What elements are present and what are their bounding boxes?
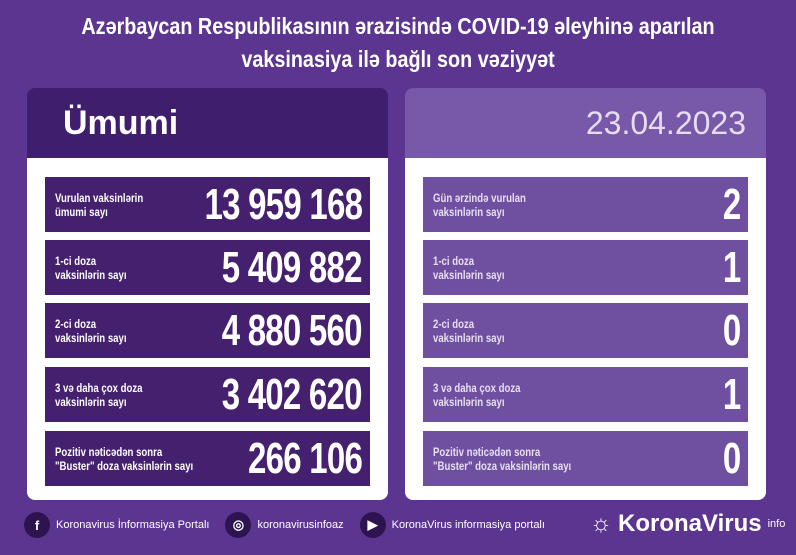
stat-label-line2: vaksinlərin sayı: [55, 330, 127, 345]
right-stat-row: 2-ci doza vaksinlərin sayı 0: [423, 303, 748, 358]
stat-label: 2-ci doza vaksinlərin sayı: [55, 317, 127, 345]
stat-label: 1-ci doza vaksinlərin sayı: [433, 254, 505, 282]
stat-value: 266 106: [247, 433, 363, 483]
stat-value: 0: [722, 305, 740, 355]
stat-value: 4 880 560: [221, 305, 363, 355]
total-header: Ümumi: [27, 88, 388, 158]
stat-label-line2: vaksinlərin sayı: [433, 394, 505, 409]
stat-label: Vurulan vaksinlərin ümumi sayı: [55, 191, 143, 219]
date-header: 23.04.2023: [405, 88, 766, 158]
brand-sup: info: [767, 518, 786, 530]
daily-panel: Gün ərzində vurulan vaksinlərin sayı 2 1-ci…: [405, 158, 766, 500]
left-stat-row: 3 və daha çox doza vaksinlərin sayı 3 402 …: [45, 367, 370, 422]
stat-value: 1: [722, 369, 740, 419]
instagram-icon[interactable]: ◎: [225, 512, 252, 538]
stat-label-line1: 3 və daha çox doza: [433, 380, 521, 395]
right-stat-row: Pozitiv nəticədən sonra "Buster" doza vak…: [423, 431, 748, 486]
stat-label-line1: 3 və daha çox doza: [55, 380, 143, 395]
left-stat-row: 2-ci doza vaksinlərin sayı 4 880 560: [45, 303, 370, 358]
stat-label: 1-ci doza vaksinlərin sayı: [55, 254, 127, 282]
stat-value: 0: [722, 433, 740, 483]
stat-label-line2: vaksinlərin sayı: [433, 267, 505, 282]
stat-value: 13 959 168: [204, 179, 362, 229]
facebook-link[interactable]: Koronavirus İnformasiya Portalı: [56, 519, 210, 531]
youtube-icon[interactable]: ▶: [359, 512, 386, 538]
stat-label: Pozitiv nəticədən sonra "Buster" doza vak…: [55, 445, 193, 473]
stat-label-line1: 2-ci doza: [433, 316, 475, 331]
right-stat-row: 1-ci doza vaksinlərin sayı 1: [423, 240, 748, 295]
stat-label-line1: 2-ci doza: [55, 316, 97, 331]
right-stat-row: 3 və daha çox doza vaksinlərin sayı 1: [423, 367, 748, 422]
stat-value: 5 409 882: [221, 242, 363, 292]
brand-logo: ☼ KoronaVirus info: [590, 510, 785, 538]
stat-label: 3 və daha çox doza vaksinlərin sayı: [433, 381, 521, 409]
left-stat-row: Vurulan vaksinlərin ümumi sayı 13 959 168: [45, 177, 370, 232]
stat-label-line1: Pozitiv nəticədən sonra: [433, 444, 541, 459]
total-panel: Vurulan vaksinlərin ümumi sayı 13 959 168 1…: [27, 158, 388, 500]
stat-label-line2: vaksinlərin sayı: [55, 394, 127, 409]
title-line-2: vaksinasiya ilə bağlı son vəziyyət: [241, 46, 555, 72]
page-title: Azərbaycan Respublikasının ərazisində CO…: [4, 10, 792, 76]
title-line-1: Azərbaycan Respublikasının ərazisində CO…: [81, 13, 715, 39]
instagram-link[interactable]: koronavirusinfoaz: [257, 519, 344, 531]
virus-icon: ☼: [590, 510, 612, 537]
footer: f Koronavirus İnformasiya Portalı ◎ koro…: [24, 512, 545, 538]
left-stat-row: 1-ci doza vaksinlərin sayı 5 409 882: [45, 240, 370, 295]
right-stat-row: Gün ərzində vurulan vaksinlərin sayı 2: [423, 177, 748, 232]
stat-value: 2: [722, 179, 740, 229]
stat-label-line2: "Buster" doza vaksinlərin sayı: [433, 458, 572, 473]
stat-label: Gün ərzində vurulan vaksinlərin sayı: [433, 191, 526, 219]
stat-label-line2: vaksinlərin sayı: [55, 267, 127, 282]
stat-value: 1: [722, 242, 740, 292]
stat-label-line2: vaksinlərin sayı: [433, 204, 505, 219]
stat-label-line1: 1-ci doza: [433, 253, 475, 268]
stat-label-line1: Vurulan vaksinlərin: [55, 190, 144, 205]
stat-label-line1: Pozitiv nəticədən sonra: [55, 444, 163, 459]
stat-label-line1: 1-ci doza: [55, 253, 97, 268]
facebook-icon[interactable]: f: [24, 512, 50, 538]
stat-label: 2-ci doza vaksinlərin sayı: [433, 317, 505, 345]
youtube-link[interactable]: KoronaVirus informasiya portalı: [391, 519, 545, 531]
stat-value: 3 402 620: [221, 369, 363, 419]
stat-label-line2: vaksinlərin sayı: [433, 330, 505, 345]
stat-label-line2: ümumi sayı: [55, 204, 108, 219]
stat-label-line1: Gün ərzində vurulan: [433, 190, 526, 205]
stat-label: 3 və daha çox doza vaksinlərin sayı: [55, 381, 143, 409]
left-stat-row: Pozitiv nəticədən sonra "Buster" doza vak…: [45, 431, 370, 486]
brand-name: KoronaVirus: [618, 510, 762, 537]
stat-label: Pozitiv nəticədən sonra "Buster" doza vak…: [433, 445, 571, 473]
stat-label-line2: "Buster" doza vaksinlərin sayı: [55, 458, 194, 473]
